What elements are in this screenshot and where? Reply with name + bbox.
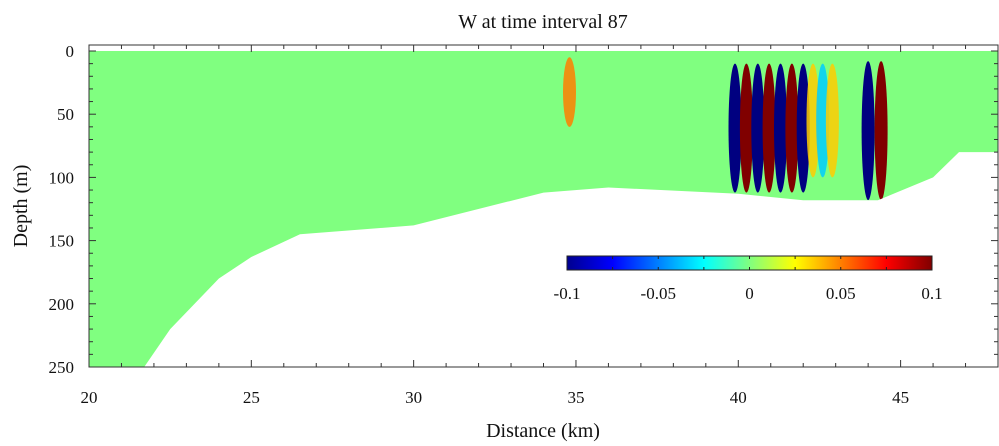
- colorbar-tick-label: -0.1: [554, 284, 581, 303]
- x-axis-title: Distance (km): [486, 420, 600, 442]
- wave-core-0-3: [766, 69, 773, 187]
- x-axis: 20 25 30 35 40 45: [81, 45, 999, 407]
- plot-area: [88, 44, 999, 368]
- wave-core-1-1: [878, 67, 885, 195]
- wave-core-0-4: [777, 69, 784, 187]
- chart-title: W at time interval 87: [458, 11, 628, 33]
- x-tick-label: 40: [730, 388, 747, 407]
- wave-crest-2-2: [825, 63, 839, 178]
- wave-core-0-6: [800, 69, 807, 187]
- y-tick-label: 150: [49, 232, 75, 251]
- y-axis-title: Depth (m): [10, 165, 32, 248]
- colorbar-ticks: -0.1 -0.05 0 0.05 0.1: [554, 256, 943, 303]
- y-tick-label: 50: [57, 105, 74, 124]
- wave-core-0-0: [732, 69, 738, 187]
- colorbar: -0.1 -0.05 0 0.05 0.1: [554, 255, 943, 303]
- wave-crest-3-0: [563, 57, 576, 127]
- wave-core-1-0: [865, 67, 872, 195]
- wave-core-0-2: [754, 69, 761, 187]
- velocity-field: [563, 57, 888, 201]
- wave-crest-2-1: [816, 63, 830, 178]
- y-axis: 0 50 100 150 200 250: [49, 42, 998, 377]
- colorbar-tick-label: 0: [745, 284, 754, 303]
- y-tick-label: 200: [49, 295, 75, 314]
- x-tick-label: 20: [81, 388, 98, 407]
- x-tick-label: 45: [892, 388, 909, 407]
- x-tick-label: 30: [405, 388, 422, 407]
- colorbar-tick-label: 0.1: [921, 284, 942, 303]
- y-tick-label: 0: [66, 42, 75, 61]
- wave-core-0-1: [743, 69, 750, 187]
- y-tick-label: 250: [49, 358, 75, 377]
- wave-crest-2-0: [806, 63, 820, 178]
- colorbar-tick-label: 0.05: [826, 284, 856, 303]
- x-tick-label: 25: [243, 388, 260, 407]
- x-tick-label: 35: [567, 388, 584, 407]
- wave-core-0-5: [788, 69, 795, 187]
- y-tick-label: 100: [49, 168, 75, 187]
- colorbar-tick-label: -0.05: [641, 284, 676, 303]
